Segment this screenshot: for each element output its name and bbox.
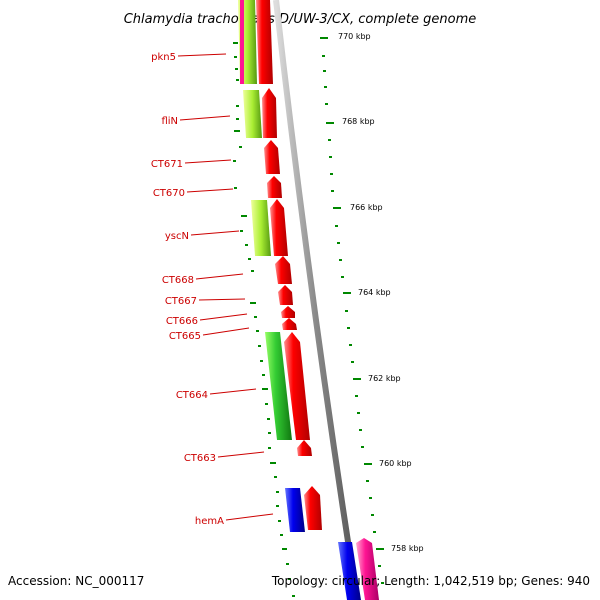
gene-label-hema: hemA bbox=[195, 516, 224, 527]
gene-label-ct665: CT665 bbox=[169, 331, 201, 342]
gene-label-ct663: CT663 bbox=[184, 453, 216, 464]
left-tick-dashes bbox=[233, 42, 295, 597]
gene-block-yscn-forward bbox=[270, 199, 288, 256]
gene-block-ct664-reverse bbox=[265, 332, 292, 440]
kbp-label: 768 kbp bbox=[342, 117, 375, 126]
gene-block-flin-reverse bbox=[243, 90, 262, 138]
kbp-labels: 770 kbp 768 kbp 766 kbp 764 kbp 762 kbp … bbox=[338, 32, 424, 553]
gene-label-ct668: CT668 bbox=[162, 275, 194, 286]
gene-block-pink-edge bbox=[240, 0, 244, 84]
gene-block-ct666 bbox=[281, 306, 295, 318]
gene-labels: pkn5 fliN CT671 CT670 yscN CT668 CT667 C… bbox=[151, 52, 224, 527]
kbp-label: 766 kbp bbox=[350, 203, 383, 212]
gene-block-ct665 bbox=[282, 318, 297, 330]
genome-title: Chlamydia trachomatis D/UW-3/CX, complet… bbox=[124, 12, 477, 27]
gene-label-leaders bbox=[177, 53, 274, 521]
gene-label-ct666: CT666 bbox=[166, 316, 198, 327]
kbp-label: 770 kbp bbox=[338, 32, 371, 41]
kbp-label: 762 kbp bbox=[368, 374, 401, 383]
gene-label-ct670: CT670 bbox=[153, 188, 185, 199]
gene-label-flin: fliN bbox=[161, 116, 178, 127]
gene-block-bottom-blue bbox=[338, 542, 361, 600]
right-tick-dashes bbox=[320, 37, 384, 584]
gene-block-ct663 bbox=[297, 440, 312, 456]
kbp-label: 758 kbp bbox=[391, 544, 424, 553]
gene-block-ct671 bbox=[264, 140, 280, 174]
gene-block-ct668 bbox=[275, 256, 292, 284]
gene-block-pkn5-forward bbox=[256, 0, 273, 84]
genome-backbone bbox=[273, 0, 360, 600]
gene-block-flin-forward bbox=[262, 88, 277, 138]
accession-text: Accession: NC_000117 bbox=[8, 574, 145, 588]
gene-block-bottom-pink bbox=[356, 538, 379, 600]
kbp-label: 760 kbp bbox=[379, 459, 412, 468]
gene-label-ct671: CT671 bbox=[151, 159, 183, 170]
gene-block-ct670 bbox=[267, 176, 282, 198]
gene-label-yscn: yscN bbox=[165, 231, 189, 242]
gene-block-hema-forward bbox=[304, 486, 322, 530]
genome-summary-text: Topology: circular; Length: 1,042,519 bp… bbox=[271, 574, 590, 588]
gene-label-ct664: CT664 bbox=[176, 390, 208, 401]
gene-label-ct667: CT667 bbox=[165, 296, 197, 307]
gene-block-ct667 bbox=[278, 285, 293, 305]
gene-block-yscn-reverse bbox=[251, 200, 271, 256]
gene-block-ct664-forward bbox=[284, 332, 310, 440]
gene-label-pkn5: pkn5 bbox=[151, 52, 176, 63]
gene-block-hema-reverse bbox=[285, 488, 305, 532]
gene-features bbox=[238, 0, 379, 600]
kbp-label: 764 kbp bbox=[358, 288, 391, 297]
